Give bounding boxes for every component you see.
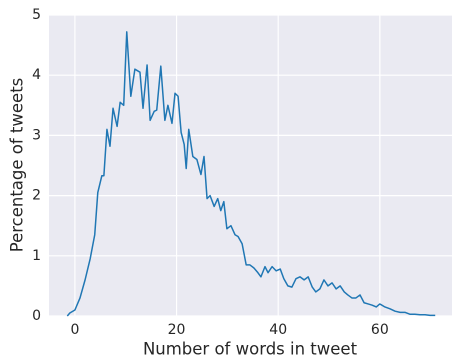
- x-tick-label: 40: [269, 322, 287, 338]
- x-axis-label: Number of words in tweet: [143, 340, 358, 359]
- y-axis-label: Percentage of tweets: [8, 78, 27, 253]
- y-tick-label: 3: [32, 127, 41, 143]
- plot-area: [49, 15, 452, 316]
- y-tick-label: 4: [32, 67, 41, 83]
- y-tick-label: 2: [32, 188, 41, 204]
- y-tick-label: 1: [32, 248, 41, 264]
- y-tick-label: 5: [32, 7, 41, 23]
- y-tick-label: 0: [32, 308, 41, 324]
- x-tick-label: 60: [371, 322, 389, 338]
- x-tick-label: 20: [168, 322, 186, 338]
- x-tick-label: 0: [70, 322, 79, 338]
- data-line: [66, 31, 436, 317]
